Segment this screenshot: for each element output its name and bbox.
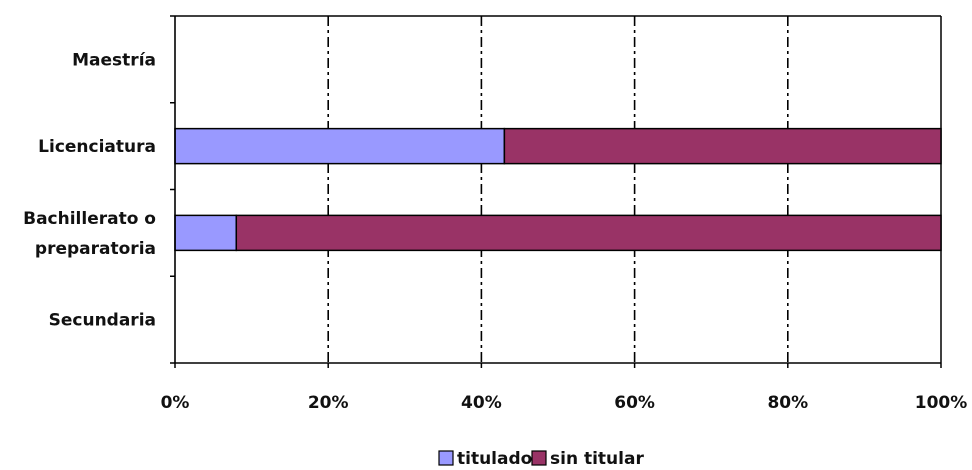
legend-swatch-titulado bbox=[438, 450, 454, 466]
x-tick-label: 80% bbox=[767, 393, 808, 413]
legend: titulado sin titular bbox=[438, 449, 644, 469]
category-label: Secundaria bbox=[49, 311, 156, 331]
x-tick-label: 20% bbox=[308, 393, 349, 413]
bar-sin-titular-2 bbox=[503, 127, 942, 165]
category-label: Maestría bbox=[72, 50, 156, 70]
category-label: Licenciatura bbox=[38, 137, 156, 157]
bar-sin-titular-1 bbox=[235, 214, 942, 252]
category-label-line: Bachillerato o bbox=[23, 209, 156, 229]
category-label-line: Licenciatura bbox=[38, 137, 156, 157]
category-label-line: Maestría bbox=[72, 50, 156, 70]
bar-titulado-2 bbox=[174, 127, 506, 165]
plot-area: 0% 20% 40% 60% 80% 100% Secundaria Bachillerato… bbox=[23, 15, 968, 413]
category-label: Bachillerato o preparatoria bbox=[23, 209, 156, 259]
legend-swatch-sin-titular bbox=[531, 450, 547, 466]
legend-label-titulado: titulado bbox=[457, 449, 532, 469]
legend-label-sin-titular: sin titular bbox=[550, 449, 644, 469]
x-tick-label: 0% bbox=[161, 393, 190, 413]
category-label-line: Secundaria bbox=[49, 311, 156, 331]
category-label-line: preparatoria bbox=[35, 239, 156, 259]
x-tick-label: 60% bbox=[614, 393, 655, 413]
bar-titulado-1 bbox=[174, 214, 238, 252]
x-tick-label: 40% bbox=[461, 393, 502, 413]
x-tick-label: 100% bbox=[915, 393, 968, 413]
